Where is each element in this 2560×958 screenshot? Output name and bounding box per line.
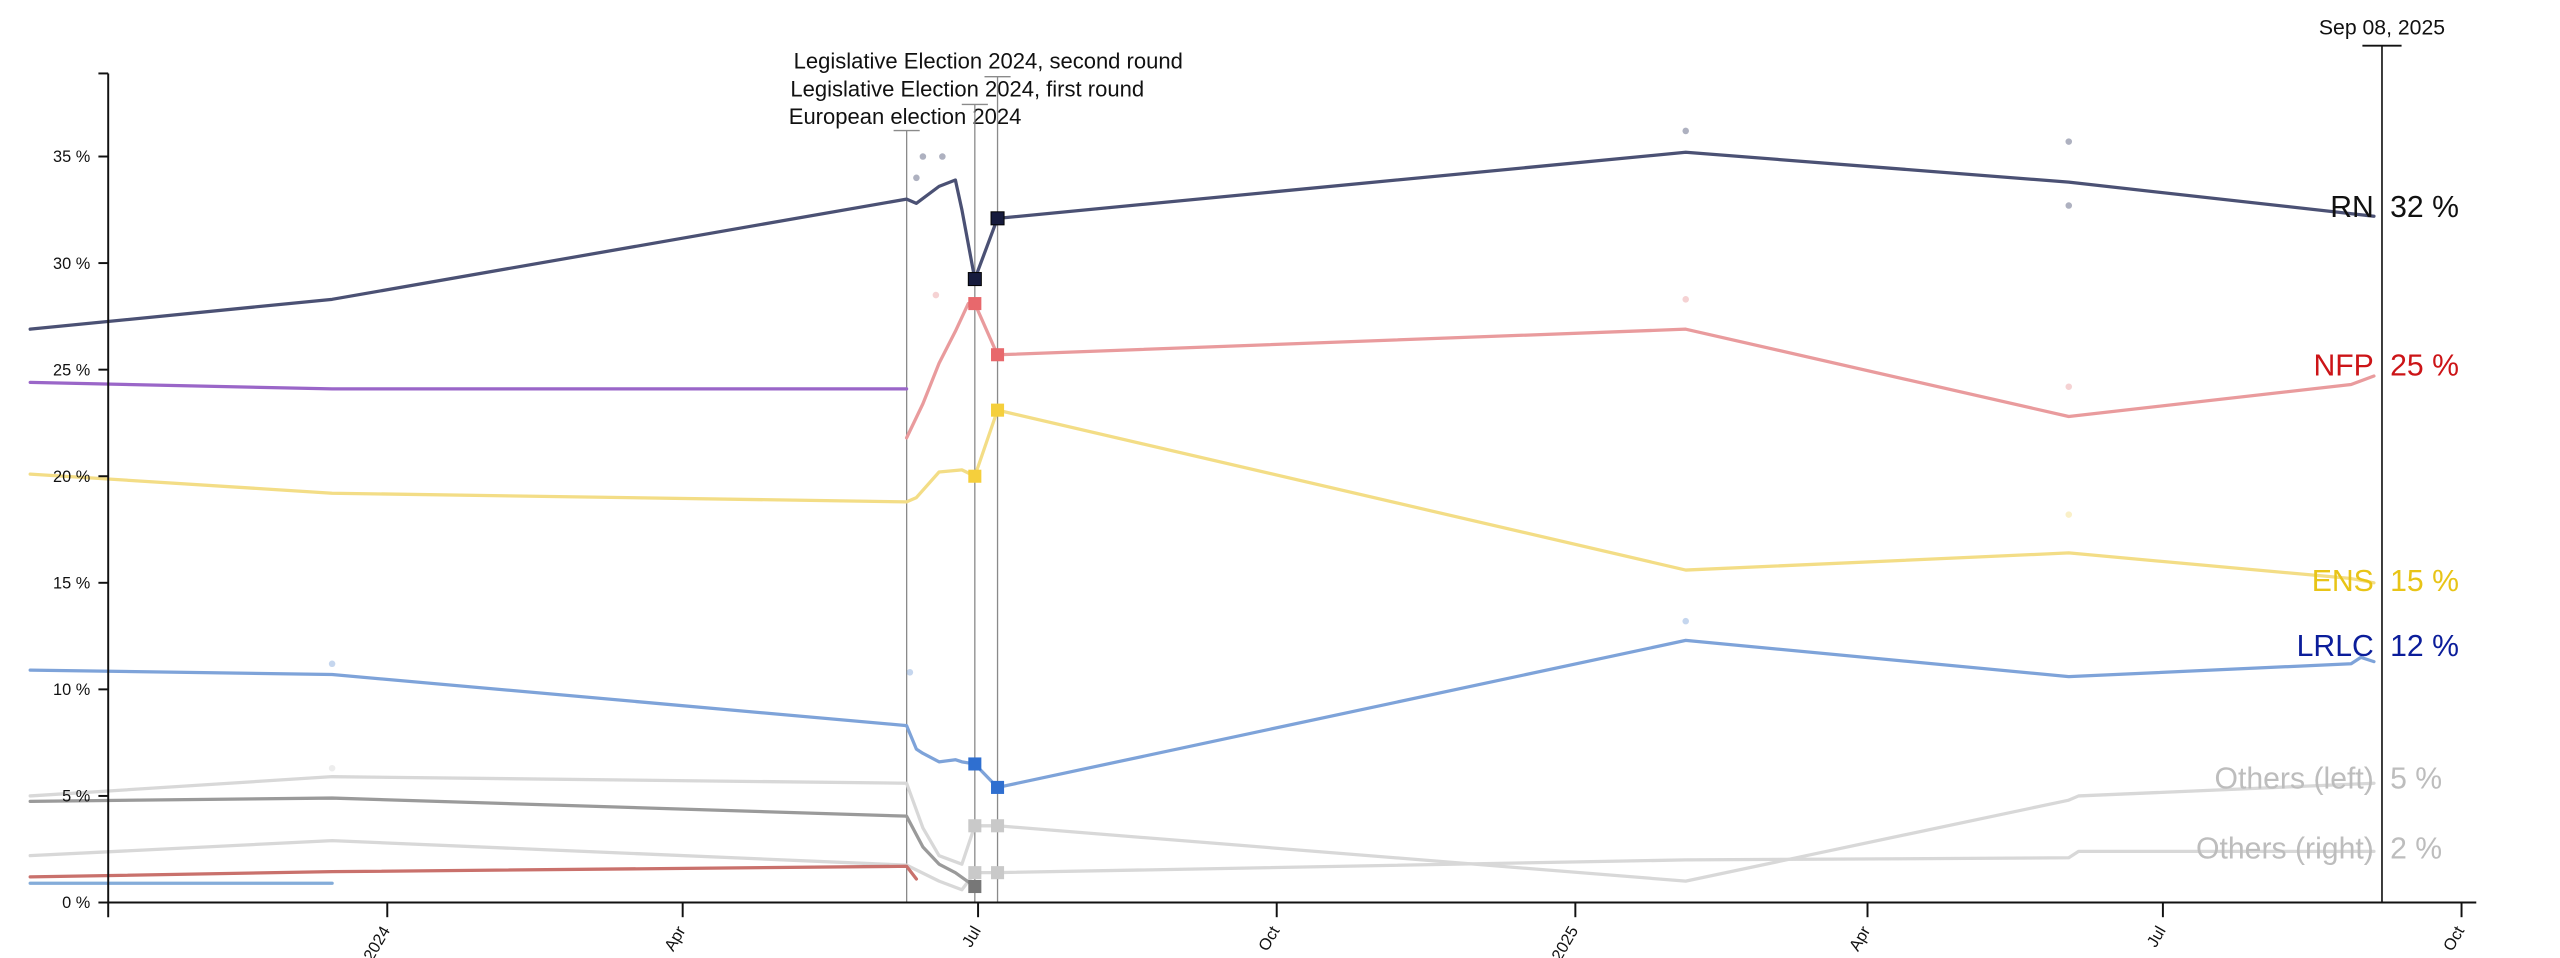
series-line-ens [28,408,2376,585]
y-tick-label: 5 % [62,788,90,806]
end-label-value-others-left: 5 % [2390,762,2442,795]
x-tick-label: Oct [2440,923,2469,954]
poll-dot [328,660,336,668]
end-label-value-ens: 15 % [2390,565,2459,598]
y-tick-label: 30 % [53,255,90,273]
y-tick-label: 0 % [62,894,90,912]
x-tick-label: 2024 [360,923,394,958]
series-lines [28,150,2376,892]
x-tick-label: Jul [2144,923,2170,950]
result-marker-lrlc [991,780,1005,794]
result-marker-nfp [968,297,982,311]
poll-dot [2065,138,2073,145]
result-marker-others-left [991,819,1005,833]
end-label-name-others-left: Others (left) [2214,762,2373,795]
poll-dots [328,127,2073,772]
result-marker-rn [967,272,982,287]
event-label: European election 2024 [789,104,1022,129]
poll-dot [913,174,920,182]
event-label: Legislative Election 2024, first round [790,76,1144,101]
election-result-markers [967,211,1005,894]
y-tick-label: 25 % [53,361,90,379]
end-label-name-nfp: NFP [2313,349,2373,382]
end-label-value-lrlc: 12 % [2390,630,2459,663]
poll-dot [328,764,336,772]
series-line-rn [28,150,2376,331]
end-label-name-ens: ENS [2312,565,2374,598]
series-line-purple [28,380,909,391]
y-tick-label: 35 % [53,148,90,166]
x-tick-label: Jul [959,923,985,950]
poll-dot [2065,202,2073,209]
poll-dot [2065,511,2073,518]
result-marker-others-right [968,866,982,880]
result-marker-rn [990,211,1005,226]
end-label-name-others-right: Others (right) [2196,832,2374,865]
result-marker-nfp [991,348,1005,362]
series-line-red [28,864,919,881]
series-line-lrlc [28,638,2376,790]
end-label-value-nfp: 25 % [2390,349,2459,382]
series-line-dark-gray [28,796,977,889]
x-tick-label: Apr [1846,923,1875,954]
poll-dot [919,153,927,160]
poll-dot [1682,617,1689,625]
end-label-name-lrlc: LRLC [2297,630,2374,663]
cursor-date-label: Sep 08, 2025 [2319,16,2445,39]
poll-dot [932,291,940,299]
poll-dot [1682,127,1689,135]
y-tick-label: 15 % [53,575,90,593]
y-tick-label: 20 % [53,468,90,486]
result-marker-ens [991,403,1005,417]
poll-dot [1682,296,1689,303]
result-marker-lrlc [968,757,982,771]
x-tick-label: 2025 [1548,923,1582,958]
poll-dot [2065,383,2073,390]
poll-dot [906,669,914,676]
x-tick-label: Oct [1255,923,1284,954]
end-label-value-rn: 32 % [2390,191,2459,224]
end-label-value-others-right: 2 % [2390,832,2442,865]
result-marker-dark-gray [968,879,982,894]
result-marker-others-left [968,819,982,833]
y-tick-label: 10 % [53,681,90,699]
poll-dot [939,153,946,160]
series-line-others-right [28,839,2376,892]
x-tick-label: Apr [661,923,690,954]
date-cursor[interactable]: Sep 08, 2025 [2319,16,2445,903]
result-marker-ens [968,469,982,483]
end-labels: Others (left) 5 % Others (right) 2 % LRLC 12 … [2196,191,2459,865]
event-label: Legislative Election 2024, second round [794,49,1183,74]
end-label-name-rn: RN [2330,191,2374,224]
result-marker-others-right [991,866,1005,880]
series-line-nfp [904,301,2376,440]
series-line-others-left [28,775,2376,883]
axes: 0 % 5 % 10 % 15 % 20 % 25 % 30 % 35 % 2024 Apr Jul… [53,72,2477,958]
